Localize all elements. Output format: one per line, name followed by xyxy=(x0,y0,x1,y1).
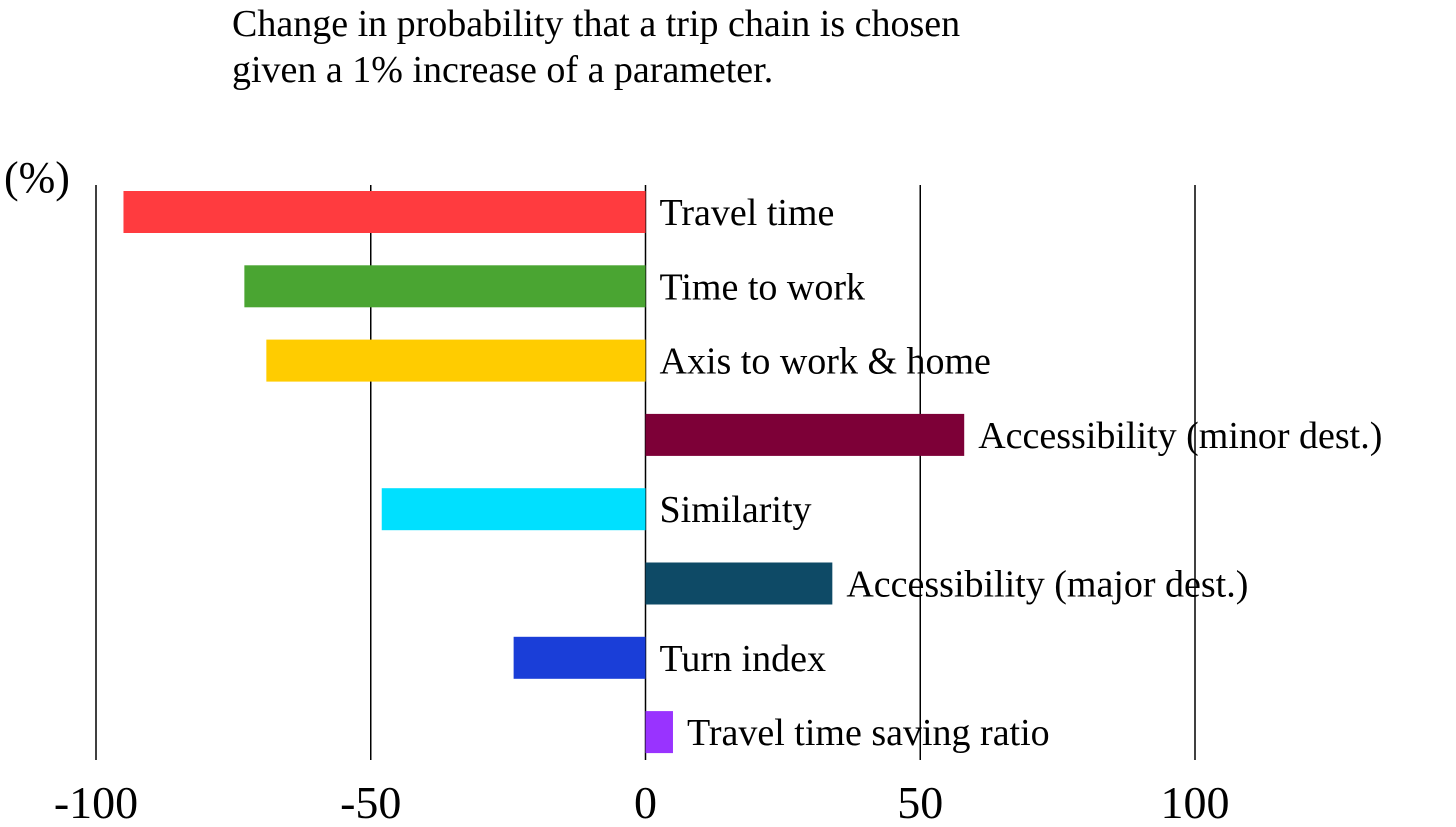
bar xyxy=(645,711,673,754)
bar-label: Travel time xyxy=(660,192,835,234)
bar xyxy=(123,191,646,233)
bar xyxy=(244,265,646,308)
y-axis-unit-label: (%) xyxy=(4,153,70,202)
x-tick-label: 100 xyxy=(1161,777,1230,827)
bar-label: Accessibility (minor dest.) xyxy=(978,415,1382,457)
bar-label: Time to work xyxy=(660,266,866,308)
bar-label: Turn index xyxy=(660,638,826,680)
bar xyxy=(381,488,646,531)
bar-label: Similarity xyxy=(660,489,812,531)
bar xyxy=(645,413,965,456)
x-tick-label: -50 xyxy=(340,777,401,827)
x-tick-label: -100 xyxy=(54,777,138,827)
bar-label: Axis to work & home xyxy=(660,341,991,383)
bar-label: Travel time saving ratio xyxy=(687,712,1050,754)
bar xyxy=(266,339,646,382)
chart-title: Change in probability that a trip chain … xyxy=(232,3,961,45)
x-tick-label: 50 xyxy=(897,777,943,827)
bar xyxy=(513,636,646,679)
x-tick-label: 0 xyxy=(634,777,657,827)
bar xyxy=(645,562,833,605)
chart-subtitle: given a 1% increase of a parameter. xyxy=(232,49,774,91)
chart-title-block: Change in probability that a trip chain … xyxy=(232,0,1332,93)
bar-label: Accessibility (major dest.) xyxy=(846,564,1248,606)
